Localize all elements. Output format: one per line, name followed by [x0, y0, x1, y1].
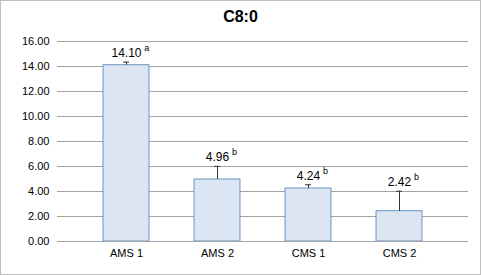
svg-text:AMS 1: AMS 1	[110, 247, 143, 259]
svg-text:16.00: 16.00	[22, 35, 50, 47]
svg-text:AMS 2: AMS 2	[201, 247, 234, 259]
svg-text:6.00: 6.00	[28, 160, 49, 172]
svg-text:4.00: 4.00	[28, 185, 49, 197]
svg-text:4.24: 4.24	[297, 169, 321, 183]
svg-text:a: a	[144, 43, 149, 53]
svg-text:4.96: 4.96	[206, 150, 230, 164]
svg-text:14.00: 14.00	[22, 60, 50, 72]
svg-text:14.10: 14.10	[111, 46, 141, 60]
svg-text:CMS 2: CMS 2	[383, 247, 417, 259]
svg-text:2.00: 2.00	[28, 210, 49, 222]
svg-text:b: b	[414, 172, 419, 182]
svg-text:10.00: 10.00	[22, 110, 50, 122]
svg-text:8.00: 8.00	[28, 135, 49, 147]
svg-text:b: b	[232, 147, 237, 157]
svg-text:CMS 1: CMS 1	[292, 247, 326, 259]
svg-text:0.00: 0.00	[28, 235, 49, 247]
svg-text:12.00: 12.00	[22, 85, 50, 97]
html-text:C8:0: C8:0	[223, 8, 258, 25]
svg-text:b: b	[323, 166, 328, 176]
svg-text:2.42: 2.42	[388, 175, 412, 189]
